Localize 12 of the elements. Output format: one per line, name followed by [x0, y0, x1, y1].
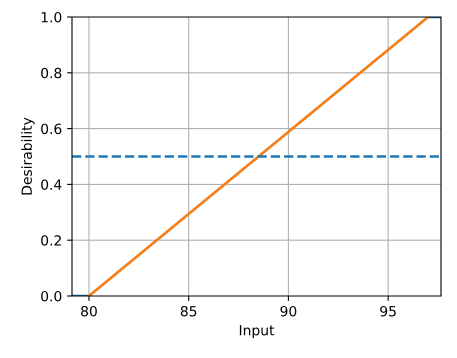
- x-tick-label: 95: [380, 306, 396, 316]
- x-tick-label: 80: [81, 306, 97, 316]
- y-tick-label: 1.0: [42, 12, 62, 22]
- y-tick-label: 0.4: [41, 179, 62, 190]
- y-axis-title: Desirability: [21, 118, 35, 194]
- y-tick-label: 0.2: [41, 235, 61, 246]
- y-tick-label: 0.0: [41, 290, 62, 302]
- x-tick-label: 90: [280, 306, 296, 316]
- x-axis-title: Input: [240, 325, 274, 338]
- y-tick-label: 0.6: [41, 124, 62, 134]
- x-tick-label: 85: [180, 306, 196, 316]
- y-tick-label: 0.8: [41, 68, 62, 78]
